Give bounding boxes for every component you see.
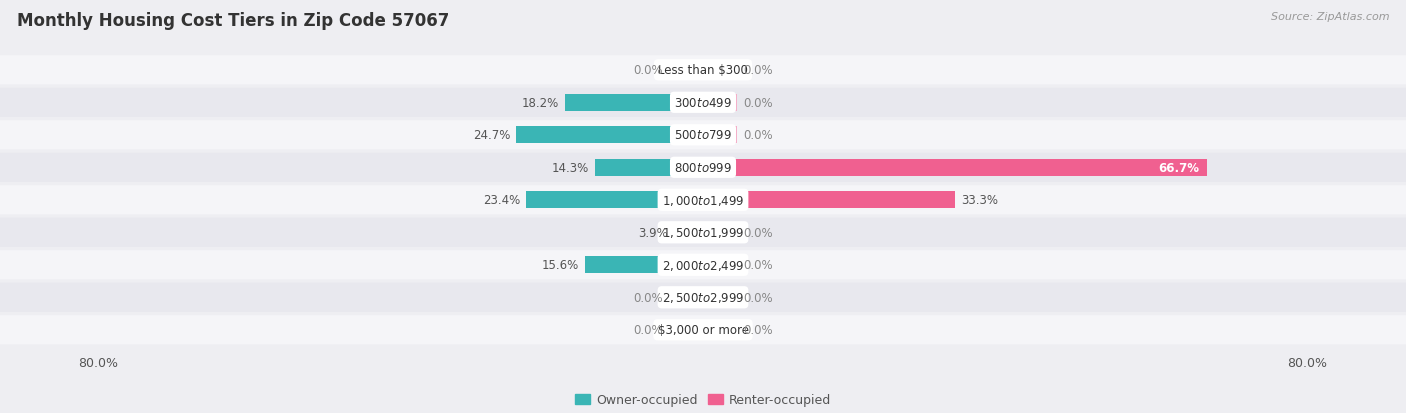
Bar <box>703 192 955 209</box>
Text: 0.0%: 0.0% <box>742 129 773 142</box>
Text: Less than $300: Less than $300 <box>658 64 748 77</box>
Text: $300 to $499: $300 to $499 <box>673 97 733 109</box>
Text: 3.9%: 3.9% <box>638 226 668 239</box>
Text: $1,000 to $1,499: $1,000 to $1,499 <box>662 193 744 207</box>
FancyBboxPatch shape <box>0 121 1406 150</box>
FancyBboxPatch shape <box>0 56 1406 85</box>
Text: $2,500 to $2,999: $2,500 to $2,999 <box>662 291 744 304</box>
FancyBboxPatch shape <box>0 251 1406 280</box>
FancyBboxPatch shape <box>0 283 1406 312</box>
Text: 0.0%: 0.0% <box>742 323 773 337</box>
Text: $800 to $999: $800 to $999 <box>673 161 733 174</box>
FancyBboxPatch shape <box>0 88 1406 118</box>
Text: $1,500 to $1,999: $1,500 to $1,999 <box>662 226 744 240</box>
Bar <box>526 192 703 209</box>
Text: 0.0%: 0.0% <box>742 97 773 109</box>
Bar <box>669 62 703 79</box>
Text: Source: ZipAtlas.com: Source: ZipAtlas.com <box>1271 12 1389 22</box>
Bar <box>565 95 703 112</box>
FancyBboxPatch shape <box>0 186 1406 215</box>
Bar <box>703 95 737 112</box>
Text: 24.7%: 24.7% <box>472 129 510 142</box>
Text: Monthly Housing Cost Tiers in Zip Code 57067: Monthly Housing Cost Tiers in Zip Code 5… <box>17 12 450 30</box>
Bar <box>516 127 703 144</box>
Text: 66.7%: 66.7% <box>1159 161 1199 174</box>
Bar <box>585 257 703 273</box>
Bar <box>703 224 737 241</box>
Text: 14.3%: 14.3% <box>551 161 589 174</box>
Legend: Owner-occupied, Renter-occupied: Owner-occupied, Renter-occupied <box>569 388 837 411</box>
Text: 18.2%: 18.2% <box>522 97 560 109</box>
Text: 0.0%: 0.0% <box>742 291 773 304</box>
Bar <box>703 257 737 273</box>
Bar <box>703 322 737 338</box>
Bar <box>595 159 703 176</box>
FancyBboxPatch shape <box>0 218 1406 247</box>
Text: 15.6%: 15.6% <box>541 259 579 272</box>
Bar <box>703 289 737 306</box>
FancyBboxPatch shape <box>0 153 1406 183</box>
Text: $3,000 or more: $3,000 or more <box>658 323 748 337</box>
Text: 0.0%: 0.0% <box>742 259 773 272</box>
Bar <box>703 62 737 79</box>
Text: 0.0%: 0.0% <box>633 64 664 77</box>
Text: 33.3%: 33.3% <box>960 194 998 207</box>
Text: 0.0%: 0.0% <box>742 226 773 239</box>
FancyBboxPatch shape <box>0 316 1406 344</box>
Bar <box>703 127 737 144</box>
Text: $2,000 to $2,499: $2,000 to $2,499 <box>662 258 744 272</box>
Bar <box>669 289 703 306</box>
Bar <box>673 224 703 241</box>
Bar <box>669 322 703 338</box>
Bar <box>703 159 1208 176</box>
Text: 0.0%: 0.0% <box>633 291 664 304</box>
Text: 23.4%: 23.4% <box>482 194 520 207</box>
Text: 0.0%: 0.0% <box>633 323 664 337</box>
Text: $500 to $799: $500 to $799 <box>673 129 733 142</box>
Text: 0.0%: 0.0% <box>742 64 773 77</box>
